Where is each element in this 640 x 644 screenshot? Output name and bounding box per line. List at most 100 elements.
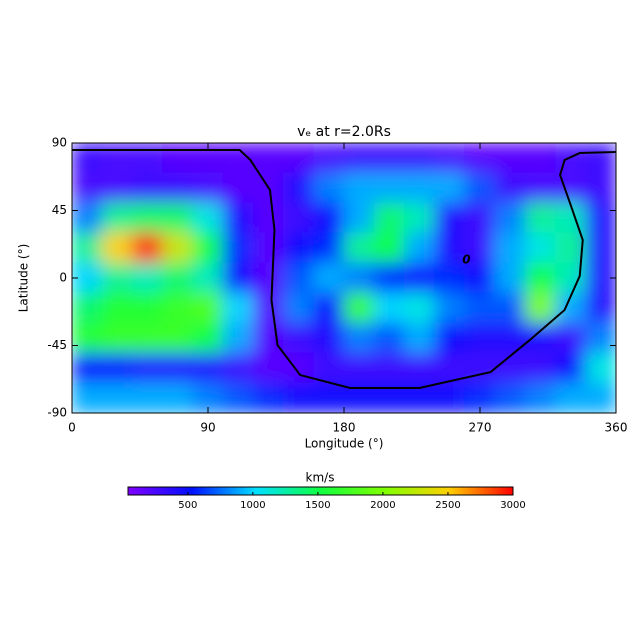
heatmap-cell <box>192 232 224 264</box>
contour-label: 0 <box>462 253 470 267</box>
y-tick-label: 90 <box>52 136 67 150</box>
heatmap-cell <box>162 292 194 324</box>
heatmap-clip <box>72 143 616 413</box>
heatmap-cell <box>252 143 285 174</box>
heatmap-cell <box>101 322 133 354</box>
heatmap-cell <box>283 202 315 234</box>
heatmap-cell <box>283 232 315 264</box>
heatmap-cell <box>494 322 526 354</box>
colorbar-tick-label: 2000 <box>370 500 395 511</box>
heatmap-cell <box>464 232 496 264</box>
x-axis-label: Longitude (°) <box>305 437 384 451</box>
heatmap-cell <box>192 202 224 234</box>
heatmap-cell <box>162 352 194 384</box>
y-tick-label: 0 <box>59 271 67 285</box>
heatmap-cell <box>585 232 616 264</box>
y-tick-label: -90 <box>47 406 67 420</box>
heatmap-cell <box>192 292 224 324</box>
heatmap-cell <box>585 202 616 234</box>
heatmap-cell <box>585 172 616 204</box>
heatmap-cell <box>313 172 345 204</box>
heatmap-cell <box>403 143 436 174</box>
heatmap-cell <box>131 202 164 234</box>
heatmap-cell <box>464 352 496 384</box>
heatmap-cell <box>434 322 466 354</box>
heatmap-cell <box>131 172 164 204</box>
heatmap-cell <box>313 322 345 354</box>
heatmap-cell <box>373 352 405 384</box>
heatmap-cell <box>494 292 526 324</box>
heatmap-cell <box>131 352 164 384</box>
heatmap-cell <box>434 172 466 204</box>
heatmap-cell <box>464 172 496 204</box>
heatmap-cell <box>343 292 375 324</box>
heatmap-cell <box>403 262 436 294</box>
heatmap-cell <box>222 262 254 294</box>
heatmap-cell <box>524 172 557 204</box>
heatmap-cell <box>494 143 526 174</box>
heatmap-cell <box>101 352 133 384</box>
heatmap-cell <box>434 382 466 413</box>
heatmap-cell <box>403 292 436 324</box>
heatmap-cell <box>494 382 526 413</box>
heatmap-cell <box>524 322 557 354</box>
heatmap-cell <box>403 322 436 354</box>
heatmap-cell <box>343 202 375 234</box>
colorbar <box>127 486 514 496</box>
heatmap-cell <box>494 172 526 204</box>
heatmap-cell <box>464 322 496 354</box>
x-tick-label: 360 <box>605 421 628 435</box>
heatmap-cell <box>222 322 254 354</box>
contour-line <box>72 149 617 389</box>
heatmap-cell <box>72 352 103 384</box>
heatmap-cell <box>222 292 254 324</box>
heatmap-cell <box>313 352 345 384</box>
heatmap-cell <box>373 292 405 324</box>
colorbar-tick-label: 1500 <box>305 500 330 511</box>
heatmap-cell <box>283 262 315 294</box>
heatmap-cell <box>222 172 254 204</box>
heatmap-cell <box>192 172 224 204</box>
heatmap-cell <box>313 232 345 264</box>
heatmap-cell <box>524 292 557 324</box>
heatmap-cell <box>403 202 436 234</box>
x-tick-label: 180 <box>333 421 356 435</box>
heatmap-cell <box>524 232 557 264</box>
heatmap-cell <box>464 262 496 294</box>
heatmap-cell <box>434 232 466 264</box>
heatmap-cell <box>373 172 405 204</box>
heatmap-cell <box>373 202 405 234</box>
heatmap-cell <box>434 292 466 324</box>
heatmap-cell <box>434 143 466 174</box>
heatmap-cell <box>555 322 587 354</box>
heatmap-cell <box>101 262 133 294</box>
heatmap-cell <box>72 382 103 413</box>
heatmap-cell <box>403 232 436 264</box>
heatmap-cell <box>434 262 466 294</box>
heatmap-cell <box>72 322 103 354</box>
heatmap-cell <box>313 292 345 324</box>
heatmap-cell <box>524 352 557 384</box>
heatmap-cell <box>72 292 103 324</box>
heatmap-cell <box>555 352 587 384</box>
heatmap-cell <box>434 202 466 234</box>
heatmap-cell <box>162 172 194 204</box>
colorbar-tick-label: 500 <box>178 500 197 511</box>
heatmap-cell <box>373 143 405 174</box>
heatmap-cell <box>131 143 164 174</box>
heatmap-cell <box>222 232 254 264</box>
heatmap-cell <box>192 262 224 294</box>
heatmap-cell <box>162 202 194 234</box>
heatmap-cell <box>373 322 405 354</box>
heatmap-cell <box>162 262 194 294</box>
heatmap-cell <box>101 292 133 324</box>
colorbar-label: km/s <box>306 471 335 485</box>
heatmap-cell <box>131 292 164 324</box>
heatmap-cell <box>494 262 526 294</box>
heatmap-cell <box>403 352 436 384</box>
heatmap-cell <box>72 143 103 174</box>
heatmap-cell <box>131 382 164 413</box>
heatmap-cell <box>252 262 285 294</box>
x-tick-label: 90 <box>200 421 215 435</box>
heatmap-cell <box>494 352 526 384</box>
